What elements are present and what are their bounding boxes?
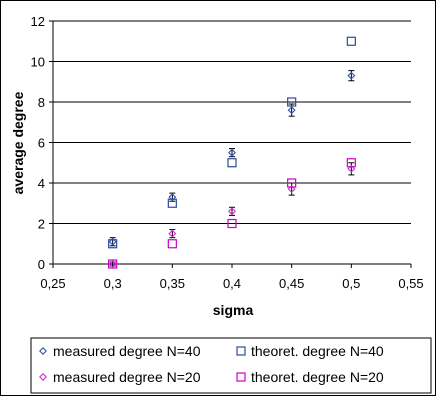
axis-layer: 0 2 4 6 8 10 12 0,25 0,3 0,35 0,4 0,45 0,5 0,55 bbox=[31, 14, 424, 291]
chart-frame: 0 2 4 6 8 10 12 0,25 0,3 0,35 0,4 0,45 0,5 0,55 avera… bbox=[0, 0, 436, 396]
x-tick-label: 0,45 bbox=[279, 276, 304, 291]
data-point bbox=[346, 36, 356, 46]
legend-marker bbox=[39, 373, 47, 381]
legend-marker bbox=[236, 372, 246, 382]
data-point bbox=[228, 207, 236, 216]
data-point bbox=[346, 158, 356, 168]
legend-marker bbox=[236, 346, 246, 356]
y-tick-label: 6 bbox=[38, 136, 45, 151]
legend-marker bbox=[39, 347, 47, 355]
data-point bbox=[347, 164, 356, 173]
x-tick-label: 0,35 bbox=[160, 276, 185, 291]
data-point bbox=[108, 239, 118, 249]
data-point bbox=[108, 237, 117, 246]
data-point bbox=[227, 218, 237, 229]
x-axis-title: sigma bbox=[213, 302, 254, 318]
legend-label: measured degree N=40 bbox=[53, 343, 201, 359]
legend-label: theoret. degree N=40 bbox=[251, 343, 384, 359]
data-point bbox=[347, 71, 356, 80]
y-tick-label: 8 bbox=[38, 95, 45, 110]
marks-layer bbox=[108, 36, 356, 269]
y-axis-title: average degree bbox=[10, 91, 26, 194]
chart-svg: 0 2 4 6 8 10 12 0,25 0,3 0,35 0,4 0,45 0,5 0,55 avera… bbox=[10, 14, 432, 394]
data-point bbox=[287, 178, 297, 188]
y-tick-label: 0 bbox=[38, 257, 45, 272]
data-point bbox=[287, 97, 297, 107]
y-tick-label: 2 bbox=[38, 217, 45, 232]
x-tick-label: 0,25 bbox=[40, 276, 65, 291]
data-point bbox=[287, 185, 296, 194]
legend-label: measured degree N=20 bbox=[53, 369, 201, 385]
data-point bbox=[108, 259, 118, 269]
data-point bbox=[168, 229, 177, 238]
grid-layer bbox=[53, 20, 411, 224]
x-tick-label: 0,3 bbox=[104, 276, 122, 291]
data-point bbox=[167, 239, 177, 249]
legend-label: theoret. degree N=20 bbox=[251, 369, 384, 385]
data-point bbox=[287, 106, 296, 115]
data-point bbox=[167, 198, 177, 208]
x-tick-label: 0,4 bbox=[223, 276, 241, 291]
x-tick-label: 0,55 bbox=[398, 276, 423, 291]
data-point bbox=[168, 193, 177, 202]
data-point bbox=[227, 158, 237, 168]
y-tick-label: 10 bbox=[31, 55, 45, 70]
legend: measured degree N=40 theoret. degree N=40… bbox=[30, 337, 432, 394]
data-point bbox=[228, 148, 236, 157]
x-tick-label: 0,5 bbox=[342, 276, 360, 291]
data-point bbox=[108, 260, 117, 268]
y-tick-label: 12 bbox=[31, 14, 45, 29]
y-tick-label: 4 bbox=[38, 176, 45, 191]
legend-box bbox=[30, 337, 432, 394]
